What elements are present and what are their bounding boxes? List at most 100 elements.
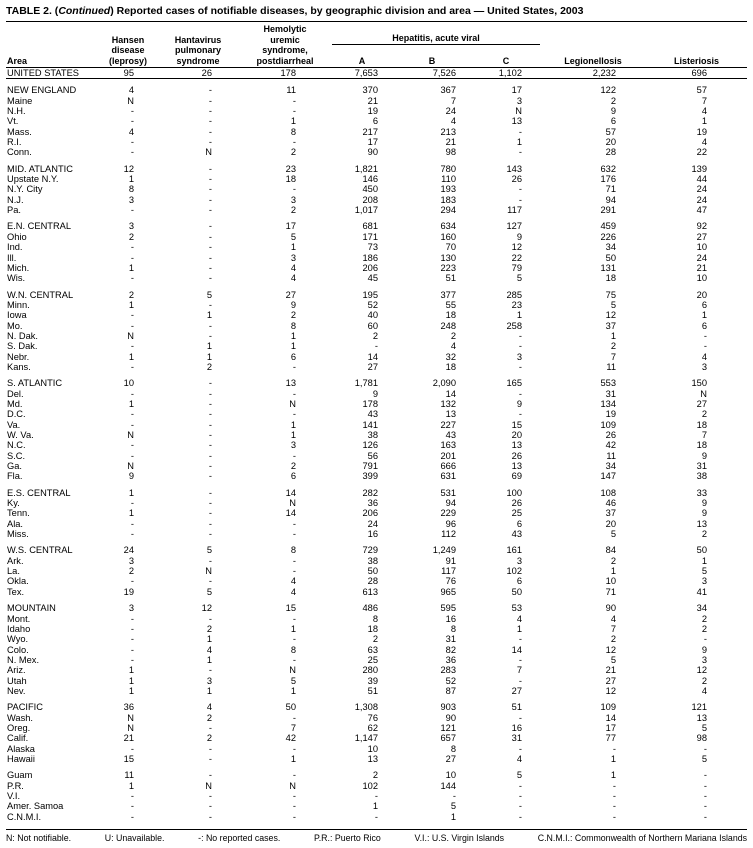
value-cell: N	[205, 566, 212, 577]
value-cell: 5	[206, 586, 212, 597]
value-cell: 75	[605, 289, 616, 300]
value-cell: N	[127, 712, 134, 723]
area-label: Guam	[7, 770, 33, 781]
value-cell: -	[208, 106, 212, 117]
value-cell: 186	[362, 252, 378, 263]
value-cell: -	[292, 518, 296, 529]
area-label: Mich.	[7, 262, 30, 273]
value-cell: -	[518, 388, 522, 399]
area-label: Upstate N.Y.	[7, 174, 59, 185]
value-cell: 1	[206, 310, 212, 321]
value-cell: 1,308	[354, 702, 378, 713]
value-cell: 965	[440, 586, 456, 597]
value-cell: 178	[280, 68, 296, 78]
value-cell: 27	[445, 753, 456, 764]
table-row: Mo. - - 8 60 248 258 37 6	[6, 321, 747, 331]
group-spacer	[6, 78, 747, 86]
table-row: PACIFIC 36 4 50 1,308 903 51 109 121	[6, 702, 747, 712]
value-cell: -	[292, 95, 296, 106]
value-cell: -	[208, 770, 212, 781]
value-cell: 37	[605, 508, 616, 519]
value-cell: 165	[506, 378, 522, 389]
value-cell: 4	[516, 753, 522, 764]
title-text: ) Reported cases of notifiable diseases,…	[110, 5, 584, 17]
value-cell: 42	[605, 440, 616, 451]
area-label: NEW ENGLAND	[7, 85, 77, 96]
value-cell: -	[612, 801, 616, 812]
value-cell: 84	[605, 545, 616, 556]
value-cell: 13	[511, 461, 522, 472]
area-label: W.S. CENTRAL	[7, 545, 73, 556]
value-cell: 8	[290, 545, 296, 556]
table-row: Maine N - - 21 7 3 2 7	[6, 96, 747, 106]
value-cell: 38	[696, 471, 707, 482]
value-cell: -	[130, 529, 134, 540]
value-cell: 6	[290, 351, 296, 362]
area-label: Mass.	[7, 126, 32, 137]
value-cell: -	[130, 273, 134, 284]
value-cell: 206	[362, 262, 378, 273]
table-row: Pa. - - 2 1,017 294 117 291 47	[6, 205, 747, 215]
value-cell: 16	[367, 529, 378, 540]
value-cell: -	[208, 722, 212, 733]
value-cell: -	[518, 126, 522, 137]
value-cell: 26	[605, 430, 616, 440]
value-cell: -	[518, 361, 522, 372]
value-cell: 7	[516, 665, 522, 676]
table-row: Iowa -1 2 40 18 1 12 1	[6, 310, 747, 320]
value-cell: 1	[290, 623, 296, 634]
value-cell: 32	[445, 351, 456, 362]
area-label: Nebr.	[7, 351, 30, 362]
table-row: NEW ENGLAND 4 - 11 370 367 17 122 57	[6, 85, 747, 95]
area-label: C.N.M.I.	[7, 811, 42, 822]
table-row: P.R. 1 N N 102 144 - - -	[6, 781, 747, 791]
value-cell: 4	[701, 685, 707, 696]
value-cell: 6	[372, 116, 378, 127]
value-cell: 102	[362, 780, 378, 791]
value-cell: 3	[206, 675, 212, 686]
value-cell: 1	[206, 654, 212, 665]
value-cell: 5	[206, 289, 212, 300]
value-cell: 1	[516, 310, 522, 321]
value-cell: 25	[367, 654, 378, 665]
value-cell: 3	[701, 576, 707, 587]
value-cell: 13	[511, 116, 522, 127]
value-cell: 5	[610, 654, 616, 665]
value-cell: 6	[610, 116, 616, 127]
value-cell: 46	[605, 498, 616, 509]
area-label: Ohio	[7, 231, 27, 242]
value-cell: 1	[206, 634, 212, 645]
value-cell: -	[703, 780, 707, 791]
value-cell: 780	[440, 163, 456, 174]
value-cell: 121	[691, 702, 707, 713]
value-cell: 15	[285, 603, 296, 614]
value-cell: -	[208, 205, 212, 216]
col-header-hansen-disease: Hansen disease (leprosy)	[98, 23, 158, 68]
value-cell: 33	[696, 487, 707, 498]
value-cell: 62	[367, 722, 378, 733]
value-cell: 31	[696, 461, 707, 472]
value-cell: -	[703, 801, 707, 812]
value-cell: 1	[128, 487, 134, 498]
table-row: D.C. - - - 43 13 - 19 2	[6, 409, 747, 419]
value-cell: 4	[516, 613, 522, 624]
value-cell: 12	[123, 163, 134, 174]
table-row: R.I. - - - 17 21 1 20 4	[6, 137, 747, 147]
value-cell: 367	[440, 85, 456, 96]
value-cell: 17	[367, 137, 378, 148]
value-cell: -	[452, 791, 456, 801]
value-cell: -	[208, 85, 212, 96]
value-cell: 15	[123, 753, 134, 764]
area-label: N.C.	[7, 440, 26, 451]
value-cell: 7	[701, 430, 707, 440]
value-cell: 1	[290, 753, 296, 764]
table-row: Oreg. N - 7 62 121 16 17 5	[6, 723, 747, 733]
area-label: W. Va.	[7, 430, 34, 440]
area-label: Tenn.	[7, 508, 30, 519]
value-cell: 631	[440, 471, 456, 482]
area-label: N. Mex.	[7, 654, 40, 665]
value-cell: 1	[290, 685, 296, 696]
area-label: Alaska	[7, 743, 35, 754]
value-cell: 7,653	[354, 68, 378, 78]
